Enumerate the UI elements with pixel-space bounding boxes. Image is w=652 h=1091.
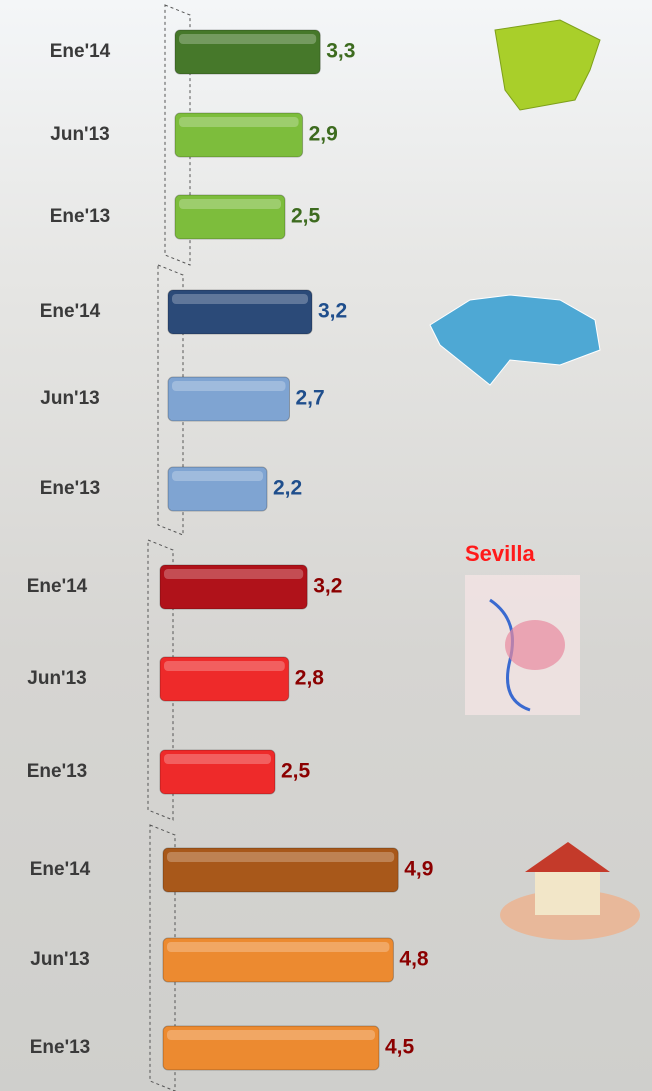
- bar-shine: [179, 117, 299, 127]
- value-label: 2,8: [295, 667, 325, 690]
- value-label: 3,2: [313, 575, 342, 598]
- value-label: 2,5: [291, 205, 321, 228]
- bar-shine: [167, 852, 394, 862]
- category-label: Ene'13: [40, 478, 101, 499]
- chart: Ene'14 3,3 Jun'13 2,9 Ene'13 2,5 Ene'14 3,2 Jun'…: [0, 0, 652, 1091]
- value-label: 2,7: [296, 387, 325, 410]
- category-label: Ene'13: [50, 206, 111, 227]
- category-label: Jun'13: [27, 668, 86, 689]
- category-label: Ene'13: [27, 761, 88, 782]
- bar-shine: [164, 754, 271, 764]
- bar-shine: [172, 471, 263, 481]
- value-label: 2,2: [273, 477, 302, 500]
- category-label: Jun'13: [30, 949, 89, 970]
- value-label: 4,5: [385, 1036, 415, 1059]
- bar-shine: [164, 661, 285, 671]
- category-label: Ene'13: [30, 1037, 91, 1058]
- category-label: Ene'14: [30, 859, 91, 880]
- value-label: 3,2: [318, 300, 347, 323]
- bar-shine: [172, 381, 286, 391]
- value-label: 2,5: [281, 760, 311, 783]
- bar-shine: [167, 942, 389, 952]
- house-wall: [535, 870, 600, 915]
- bar-shine: [179, 34, 316, 44]
- category-label: Jun'13: [40, 388, 99, 409]
- value-label: 2,9: [309, 123, 338, 146]
- bar-shine: [167, 1030, 375, 1040]
- value-label: 3,3: [326, 40, 355, 63]
- sevilla-center: [505, 620, 565, 670]
- bar-shine: [179, 199, 281, 209]
- category-label: Ene'14: [50, 41, 111, 62]
- value-label: 4,9: [404, 858, 433, 881]
- annotation: Sevilla: [465, 541, 535, 566]
- bar-shine: [172, 294, 308, 304]
- category-label: Ene'14: [40, 301, 101, 322]
- category-label: Jun'13: [50, 124, 109, 145]
- category-label: Ene'14: [27, 576, 88, 597]
- value-label: 4,8: [399, 948, 429, 971]
- bar-shine: [164, 569, 303, 579]
